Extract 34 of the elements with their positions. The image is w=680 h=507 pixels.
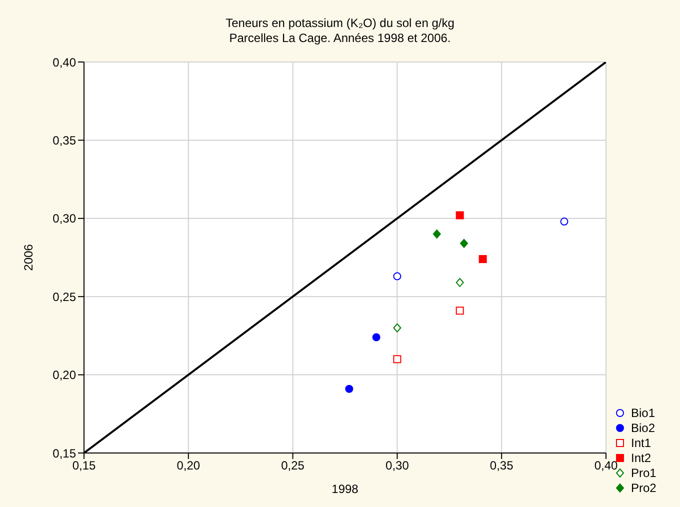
legend-label: Pro1	[631, 466, 656, 480]
chart-subtitle: Parcelles La Cage. Années 1998 et 2006.	[228, 31, 452, 46]
point	[456, 306, 464, 315]
chart-title: Teneurs en potassium (K₂O) du sol en g/kg	[224, 16, 456, 31]
x-tick-label: 0,40	[594, 458, 618, 473]
point	[393, 355, 402, 364]
point	[432, 230, 441, 239]
y-tick-label: 0,35	[52, 133, 76, 148]
point	[345, 384, 354, 393]
point	[393, 272, 402, 280]
point	[460, 238, 468, 248]
point	[478, 255, 487, 264]
y-tick-label: 0,15	[52, 446, 76, 460]
x-tick-label: 0,30	[386, 458, 410, 473]
x-tick-label: 0,25	[281, 458, 305, 473]
y-axis-title: 2006	[21, 244, 36, 271]
x-tick-label: 0,15	[72, 458, 96, 473]
legend-label: Int2	[631, 450, 652, 464]
point	[560, 218, 568, 226]
y-tick-label: 0,40	[52, 55, 76, 70]
legend-label: Int1	[631, 436, 652, 450]
y-tick-label: 0,20	[52, 368, 76, 382]
y-tick-label: 0,25	[52, 290, 76, 304]
point	[456, 211, 464, 220]
x-tick-label: 0,20	[176, 458, 200, 473]
legend-label: Bio2	[631, 420, 656, 434]
legend-label: Bio1	[631, 406, 656, 420]
y-tick-label: 0,30	[52, 212, 76, 226]
point	[393, 323, 402, 332]
point	[372, 333, 380, 342]
legend-label: Pro2	[631, 480, 656, 494]
point	[456, 278, 464, 288]
x-tick-label: 0,35	[490, 458, 514, 473]
x-axis-title: 1998	[332, 482, 359, 496]
